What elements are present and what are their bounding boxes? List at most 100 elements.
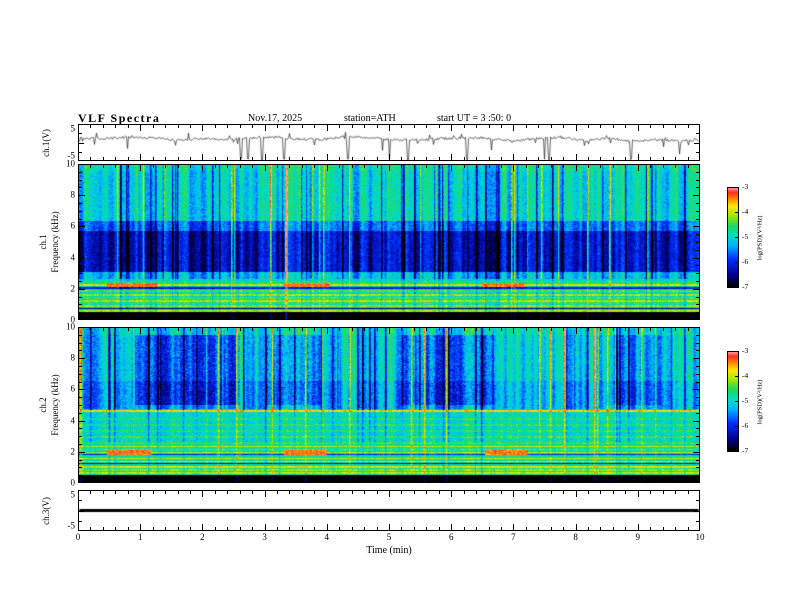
colorbar-tick-label: -7 [742, 446, 749, 455]
freq-tick-label: 10 [66, 321, 75, 332]
colorbar-tick-label: -7 [742, 282, 749, 291]
axis-tick [613, 328, 614, 331]
axis-tick [696, 281, 699, 282]
colorbar-tick-label: -6 [742, 421, 749, 430]
axis-tick [202, 524, 203, 530]
axis-tick [302, 157, 303, 160]
axis-tick [501, 479, 502, 482]
axis-tick [79, 389, 85, 390]
axis-tick [115, 491, 116, 494]
axis-tick [103, 328, 104, 331]
axis-tick [165, 491, 166, 494]
axis-tick [688, 157, 689, 160]
axis-tick [377, 328, 378, 331]
panel-ch1-spectrogram [78, 164, 700, 320]
axis-tick [79, 500, 82, 501]
axis-tick [563, 316, 564, 319]
axis-tick [401, 491, 402, 494]
axis-tick [600, 527, 601, 530]
axis-tick [202, 125, 203, 131]
axis-tick [696, 187, 699, 188]
axis-tick [140, 165, 141, 171]
axis-tick [513, 328, 514, 334]
axis-tick [327, 476, 328, 482]
axis-tick [227, 316, 228, 319]
axis-tick [688, 491, 689, 494]
axis-tick [265, 328, 266, 334]
axis-tick [90, 157, 91, 160]
axis-tick [513, 125, 514, 131]
axis-tick [352, 491, 353, 494]
axis-tick [153, 328, 154, 331]
axis-tick [526, 328, 527, 331]
axis-tick [240, 328, 241, 331]
axis-tick [79, 297, 82, 298]
axis-tick [588, 157, 589, 160]
axis-tick [563, 479, 564, 482]
freq-tick-label: 2 [70, 283, 76, 294]
axis-tick [551, 316, 552, 319]
axis-tick [389, 125, 390, 131]
axis-tick [128, 125, 129, 128]
axis-tick [165, 479, 166, 482]
axis-tick [165, 527, 166, 530]
axis-tick [696, 343, 699, 344]
axis-tick [103, 125, 104, 128]
axis-tick [696, 428, 699, 429]
axis-tick [79, 152, 82, 153]
axis-tick [696, 467, 699, 468]
axis-tick [277, 491, 278, 494]
axis-tick [277, 316, 278, 319]
axis-tick [696, 405, 699, 406]
axis-tick [501, 328, 502, 331]
axis-tick [79, 143, 84, 144]
axis-tick [265, 476, 266, 482]
axis-tick [389, 476, 390, 482]
axis-tick [489, 157, 490, 160]
axis-tick [352, 157, 353, 160]
axis-tick [215, 125, 216, 128]
axis-tick [625, 527, 626, 530]
ch1-spectrogram-canvas [79, 165, 699, 319]
axis-tick [696, 265, 699, 266]
axis-tick [650, 157, 651, 160]
axis-tick [563, 157, 564, 160]
axis-tick [79, 475, 82, 476]
freq-tick-label: 4 [70, 415, 76, 426]
axis-tick [464, 527, 465, 530]
axis-tick [79, 281, 82, 282]
axis-tick [696, 234, 699, 235]
axis-tick [79, 421, 85, 422]
axis-tick [79, 187, 82, 188]
freq-tick-label: 2 [70, 446, 76, 457]
plot-station: station=ATH [344, 113, 396, 124]
axis-tick [489, 527, 490, 530]
axis-tick [128, 491, 129, 494]
axis-tick [694, 511, 699, 512]
axis-tick [735, 401, 738, 402]
axis-tick [576, 125, 577, 131]
axis-tick [663, 165, 664, 168]
axis-tick [377, 165, 378, 168]
axis-tick [128, 527, 129, 530]
axis-tick [90, 165, 91, 168]
axis-tick [451, 125, 452, 131]
x-tick-label: 9 [635, 532, 641, 542]
axis-tick [103, 479, 104, 482]
axis-tick [190, 165, 191, 168]
axis-tick [215, 165, 216, 168]
axis-tick [153, 491, 154, 494]
axis-tick [663, 157, 664, 160]
axis-tick [153, 157, 154, 160]
axis-tick [165, 316, 166, 319]
axis-tick [364, 316, 365, 319]
axis-tick [576, 524, 577, 530]
axis-tick [439, 157, 440, 160]
axis-tick [215, 491, 216, 494]
axis-tick [563, 328, 564, 331]
axis-tick [696, 211, 699, 212]
axis-tick [476, 527, 477, 530]
axis-tick [314, 165, 315, 168]
axis-tick [389, 524, 390, 530]
axis-tick [302, 479, 303, 482]
